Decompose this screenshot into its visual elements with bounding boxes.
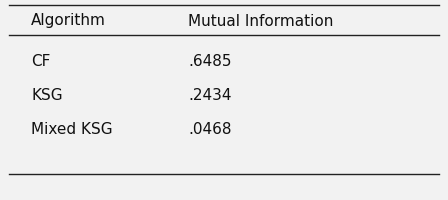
Text: Mutual Information: Mutual Information bbox=[188, 14, 333, 28]
Text: .0468: .0468 bbox=[188, 121, 232, 136]
Text: Algorithm: Algorithm bbox=[31, 14, 106, 28]
Text: .6485: .6485 bbox=[188, 53, 232, 68]
Text: CF: CF bbox=[31, 53, 51, 68]
Text: KSG: KSG bbox=[31, 88, 63, 102]
Text: Mixed KSG: Mixed KSG bbox=[31, 121, 113, 136]
Text: .2434: .2434 bbox=[188, 88, 232, 102]
